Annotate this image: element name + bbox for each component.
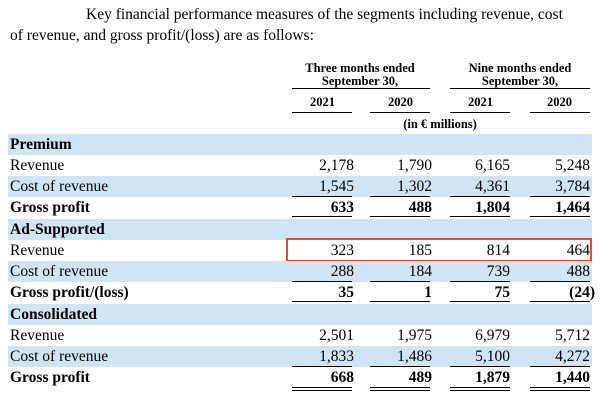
intro-line-2: of revenue, and gross profit/(loss) are … <box>10 27 314 44</box>
year-rule-4 <box>530 112 590 113</box>
year-header-2: 2020 <box>388 95 413 109</box>
header-nine-months: Nine months ended September 30, <box>468 61 572 88</box>
units-label: (in € millions) <box>403 117 477 131</box>
section-header-premium: Premium <box>8 134 592 155</box>
table-row: Gross profit 668 489 1,879 1,440 <box>10 369 590 386</box>
subtotal-rule <box>292 281 352 282</box>
total-rule <box>530 387 590 391</box>
section-header-ad-supported: Ad-Supported <box>8 219 592 240</box>
subtotal-rule <box>530 196 590 197</box>
subtotal-rule <box>370 281 430 282</box>
header-three-months-rule <box>292 88 430 89</box>
intro-line-1: Key financial performance measures of th… <box>86 6 563 23</box>
table-row: Cost of revenue 1,545 1,302 4,361 3,784 <box>8 176 592 197</box>
subtotal-rule <box>450 196 510 197</box>
subtotal-rule <box>450 366 510 367</box>
table-row: Revenue 323 185 814 464 <box>10 242 590 259</box>
table-row: Revenue 2,501 1,975 6,979 5,712 <box>10 327 590 344</box>
section-header-consolidated: Consolidated <box>8 304 592 325</box>
year-rule-2 <box>370 112 430 113</box>
table-row: Gross profit/(loss) 35 1 75 (24) <box>10 284 595 301</box>
subtotal-rule <box>370 196 430 197</box>
table-row: Cost of revenue 1,833 1,486 5,100 4,272 <box>8 346 592 367</box>
section-title: Ad-Supported <box>10 221 105 238</box>
total-rule <box>450 387 510 391</box>
year-header-3: 2021 <box>468 95 493 109</box>
year-header-1: 2021 <box>310 95 335 109</box>
year-rule-3 <box>450 112 510 113</box>
subtotal-rule <box>530 366 590 367</box>
subtotal-rule <box>370 366 430 367</box>
intro-paragraph: Key financial performance measures of th… <box>10 4 590 46</box>
subtotal-rule <box>530 281 590 282</box>
table-row: Cost of revenue 288 184 739 488 <box>8 261 592 282</box>
highlight-box <box>286 238 592 262</box>
total-rule <box>292 387 352 391</box>
year-rule-1 <box>292 112 352 113</box>
table-row: Revenue 2,178 1,790 6,165 5,248 <box>10 157 590 174</box>
subtotal-rule <box>450 281 510 282</box>
table-row: Gross profit 633 488 1,804 1,464 <box>10 199 590 216</box>
section-title: Consolidated <box>10 306 97 323</box>
year-header-4: 2020 <box>547 95 572 109</box>
header-three-months: Three months ended September 30, <box>305 61 415 88</box>
total-rule <box>370 387 430 391</box>
subtotal-rule <box>292 196 352 197</box>
section-title: Premium <box>10 136 72 153</box>
subtotal-rule <box>292 366 352 367</box>
header-nine-months-rule <box>450 88 590 89</box>
